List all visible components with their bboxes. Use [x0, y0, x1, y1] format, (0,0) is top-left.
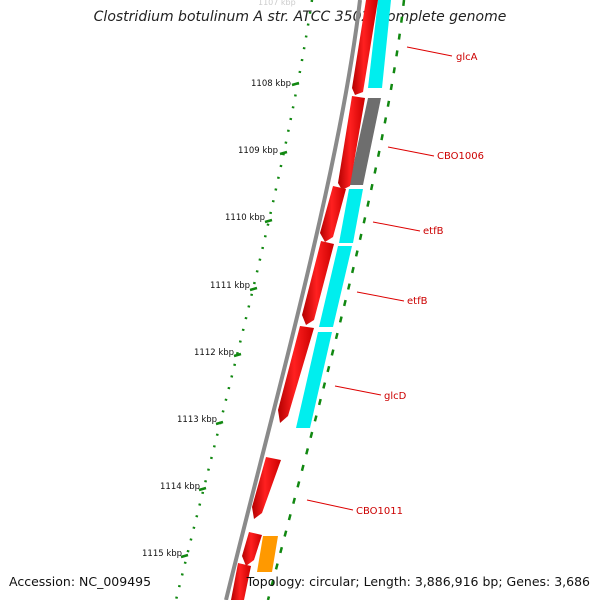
gene-label-connectors: [306, 46, 453, 511]
cog-segment-cbo1006: [349, 98, 381, 185]
tick-mark: [291, 81, 300, 87]
cog-segment-etfB-2: [319, 246, 352, 327]
gene-label-glcD: glcD: [384, 391, 407, 402]
gene-label-cbo1006: CBO1006: [437, 151, 484, 162]
gene-arrow: [352, 0, 378, 95]
accession-text: Accession: NC_009495: [9, 574, 152, 589]
gc-skew-dashed-track: [266, 0, 406, 600]
tick-mark: [215, 420, 224, 426]
tick-label: 1111 kbp: [210, 281, 250, 291]
gene-arrow: [278, 326, 314, 423]
gene-arrow: [231, 563, 251, 600]
map-title: Clostridium botulinum A str. ATCC 3502, …: [93, 9, 507, 25]
topology-text: Topology: circular; Length: 3,886,916 bp…: [246, 574, 590, 589]
gene-label-glcA: glcA: [456, 52, 478, 63]
gene-label-etfB: etfB: [423, 226, 444, 237]
tick-label: 1110 kbp: [225, 213, 265, 223]
tick-group: 1108 kbp 1109 kbp 1110 kbp 1111 kbp 1112…: [142, 79, 300, 559]
cog-track: [257, 0, 391, 572]
label-connector: [372, 221, 421, 232]
tick-mark: [279, 150, 288, 156]
gene-arrows: [231, 0, 378, 600]
tick-label: 1114 kbp: [160, 482, 200, 492]
gc-content-dotted-track: [174, 0, 314, 600]
tick-mark: [264, 218, 273, 224]
cog-segment-glcD: [296, 332, 332, 428]
label-connector: [406, 46, 453, 57]
tick-mark: [180, 553, 189, 559]
tick-mark: [233, 352, 242, 358]
gene-arrow: [338, 96, 365, 190]
tick-mark: [249, 286, 258, 292]
cog-segment-etfB-1: [339, 189, 363, 243]
gene-labels: glcA CBO1006 etfB etfB glcD CBO1011: [356, 52, 484, 517]
gene-arrow: [252, 457, 281, 519]
tick-label: 1115 kbp: [142, 549, 182, 559]
tick-label: 1113 kbp: [177, 415, 217, 425]
label-connector: [306, 499, 354, 511]
tick-label: 1112 kbp: [194, 348, 234, 358]
faint-tick-label: 1107 kbp: [258, 0, 296, 7]
gene-arrow: [302, 241, 334, 325]
cog-segment-orange: [257, 536, 278, 572]
label-connector: [334, 385, 382, 396]
gene-arrow: [320, 186, 346, 242]
genome-backbone: [224, 0, 362, 600]
tick-label: 1108 kbp: [251, 79, 291, 89]
gene-label-cbo1011: CBO1011: [356, 506, 403, 517]
tick-label: 1109 kbp: [238, 146, 278, 156]
label-connector: [387, 146, 435, 157]
gene-arrow: [242, 532, 262, 566]
label-connector: [356, 291, 405, 302]
gene-label-etfB-2: etfB: [407, 296, 428, 307]
cog-segment-glcA: [368, 0, 391, 88]
tick-mark: [198, 486, 207, 492]
